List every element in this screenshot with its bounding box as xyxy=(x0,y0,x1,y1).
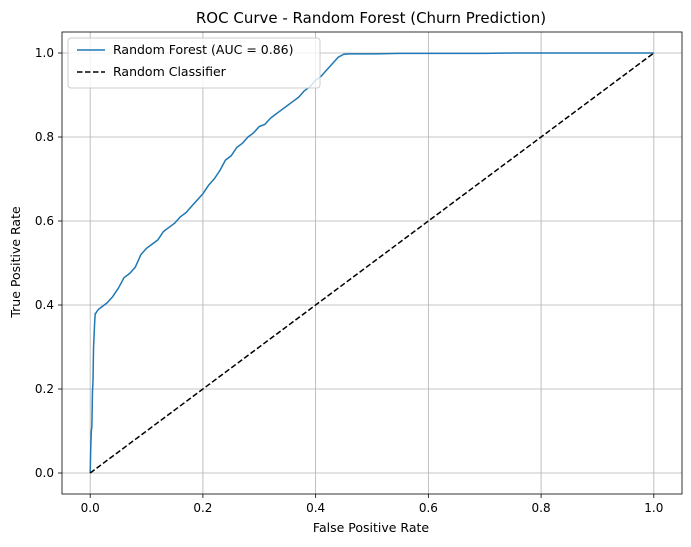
y-tick-label: 0.4 xyxy=(35,298,54,312)
axis-ticks: 0.0 0.2 0.4 0.6 0.8 1.0 0.0 0.2 0.4 0.6 0.8 1.0 xyxy=(35,46,663,515)
chart-title: ROC Curve - Random Forest (Churn Predict… xyxy=(196,9,546,27)
x-axis-label: False Positive Rate xyxy=(313,520,429,535)
legend-label-random-classifier: Random Classifier xyxy=(113,64,227,79)
y-tick-label: 0.2 xyxy=(35,382,54,396)
x-tick-label: 1.0 xyxy=(644,501,663,515)
series-line-random-classifier xyxy=(89,52,655,474)
x-tick-label: 0.0 xyxy=(81,501,100,515)
plot-frame xyxy=(61,31,683,495)
series-layer xyxy=(89,52,655,474)
x-tick-label: 0.8 xyxy=(532,501,551,515)
y-tick-label: 0.6 xyxy=(35,214,54,228)
x-tick-label: 0.4 xyxy=(306,501,325,515)
legend-label-random-forest: Random Forest (AUC = 0.86) xyxy=(113,42,294,57)
series-line-random-forest xyxy=(89,52,654,474)
legend: Random Forest (AUC = 0.86) Random Classi… xyxy=(67,37,321,89)
y-tick-label: 1.0 xyxy=(35,46,54,60)
y-axis-label: True Positive Rate xyxy=(8,206,23,319)
legend-box xyxy=(67,37,321,89)
x-tick-label: 0.2 xyxy=(193,501,212,515)
y-tick-label: 0.8 xyxy=(35,130,54,144)
x-tick-label: 0.6 xyxy=(419,501,438,515)
y-tick-label: 0.0 xyxy=(35,466,54,480)
